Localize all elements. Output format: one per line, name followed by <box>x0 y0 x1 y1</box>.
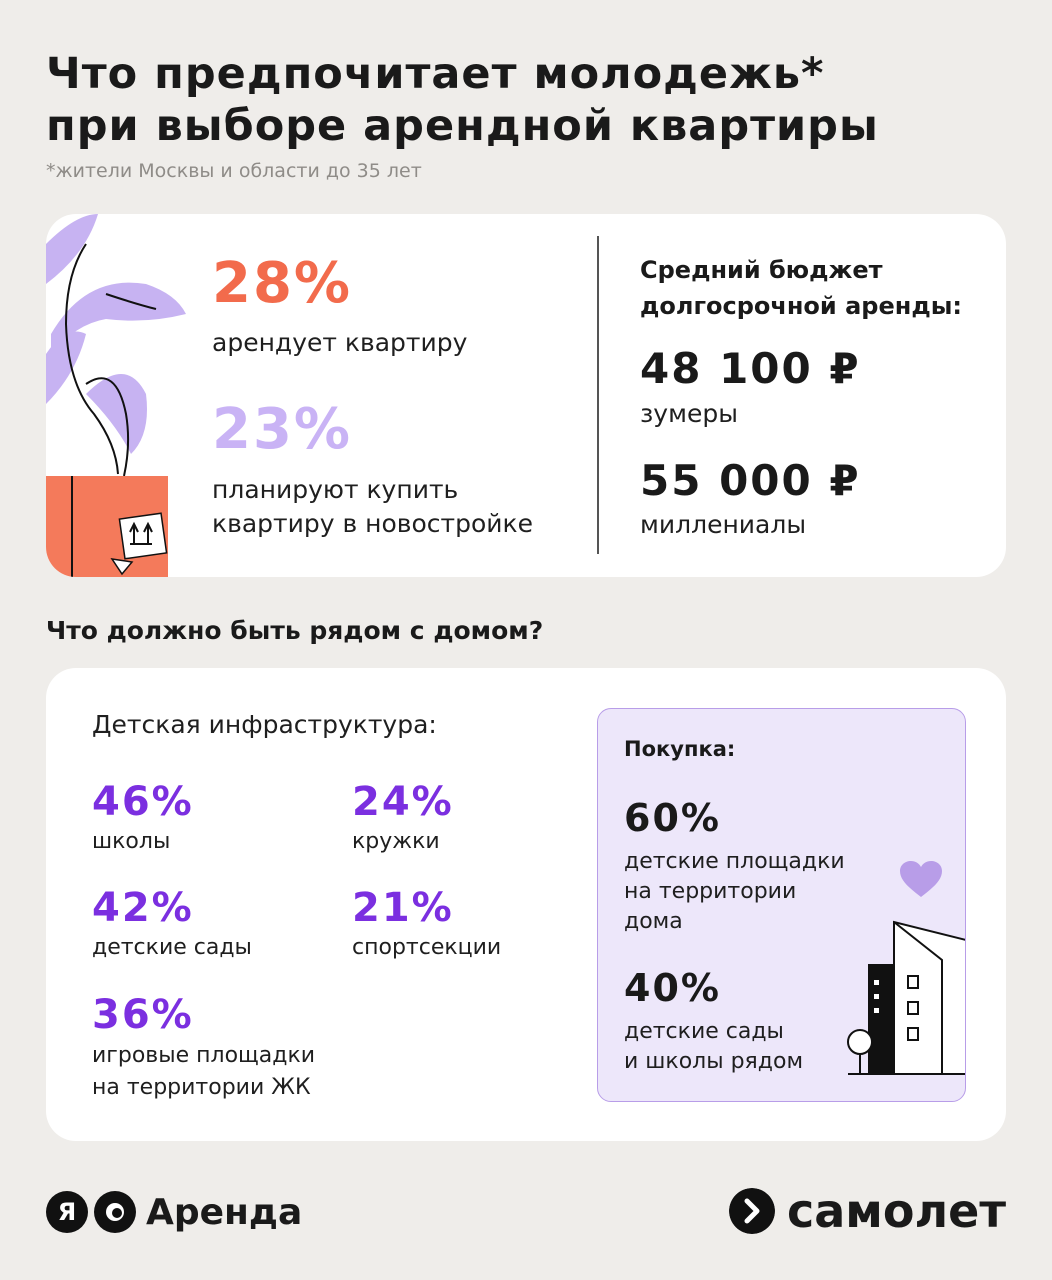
budget-zoomers-label: зумеры <box>640 399 738 428</box>
plan-buy-percent: 23% <box>212 397 353 462</box>
purchase-kindergartens-percent: 40% <box>624 966 721 1010</box>
purchase-playgrounds-label-line-3: дома <box>624 909 683 934</box>
plan-buy-label-line-2: квартиру в новостройке <box>212 509 533 538</box>
budget-millennials-label: миллениалы <box>640 510 807 539</box>
infrastructure-card: Детская инфраструктура: 46% школы 24% кр… <box>46 668 1006 1141</box>
purchase-kindergartens-label-line-1: детские сады <box>624 1019 784 1044</box>
sports-label: спортсекции <box>352 935 502 960</box>
yandex-arenda-logo: Я Аренда <box>46 1188 302 1236</box>
sports-percent: 21% <box>352 885 454 931</box>
kindergartens-label: детские сады <box>92 935 252 960</box>
vertical-divider <box>597 236 599 554</box>
purchase-title: Покупка: <box>624 737 736 761</box>
schools-label: школы <box>92 829 171 854</box>
arenda-logo-text: Аренда <box>146 1191 303 1233</box>
page-title: Что предпочитает молодежь* при выборе ар… <box>46 48 1026 152</box>
purchase-playgrounds-label-line-2: на территории <box>624 879 797 904</box>
budget-title-line-2: долгосрочной аренды: <box>640 292 963 320</box>
samolet-logo-text: самолет <box>786 1184 1006 1238</box>
playgrounds-percent: 36% <box>92 992 194 1038</box>
purchase-playgrounds-label-line-1: детские площадки <box>624 849 845 874</box>
schools-percent: 46% <box>92 779 194 825</box>
budget-title: Средний бюджет долгосрочной аренды: <box>640 252 962 324</box>
purchase-playgrounds-percent: 60% <box>624 796 721 840</box>
rent-stats-card: 28% арендует квартиру 23% планируют купи… <box>46 214 1006 577</box>
building-illustration <box>847 920 965 1075</box>
title-line-1: Что предпочитает молодежь* <box>46 49 825 99</box>
budget-zoomers-amount: 48 100 ₽ <box>640 344 861 393</box>
playgrounds-label-line-2: на территории ЖК <box>92 1075 311 1100</box>
arenda-logo-icon <box>94 1191 136 1233</box>
footnote: *жители Москвы и области до 35 лет <box>46 160 422 182</box>
rent-percent: 28% <box>212 251 353 316</box>
purchase-box: Покупка: 60% детские площадки на террито… <box>597 708 966 1102</box>
clubs-label: кружки <box>352 829 440 854</box>
plan-buy-label-line-1: планируют купить <box>212 475 459 504</box>
plant-illustration <box>46 214 186 577</box>
title-line-2: при выборе арендной квартиры <box>46 101 879 151</box>
samolet-logo-icon <box>728 1188 775 1234</box>
section-title: Что должно быть рядом с домом? <box>46 616 544 645</box>
budget-title-line-1: Средний бюджет <box>640 256 883 284</box>
samolet-logo: самолет <box>728 1184 1006 1238</box>
rent-label: арендует квартиру <box>212 328 468 357</box>
clubs-percent: 24% <box>352 779 454 825</box>
kindergartens-percent: 42% <box>92 885 194 931</box>
yandex-logo-mark: Я <box>46 1191 88 1233</box>
infra-title: Детская инфраструктура: <box>92 710 437 739</box>
purchase-kindergartens-label-line-2: и школы рядом <box>624 1049 804 1074</box>
heart-icon <box>900 861 942 897</box>
budget-millennials-amount: 55 000 ₽ <box>640 456 861 505</box>
playgrounds-label-line-1: игровые площадки <box>92 1043 316 1068</box>
